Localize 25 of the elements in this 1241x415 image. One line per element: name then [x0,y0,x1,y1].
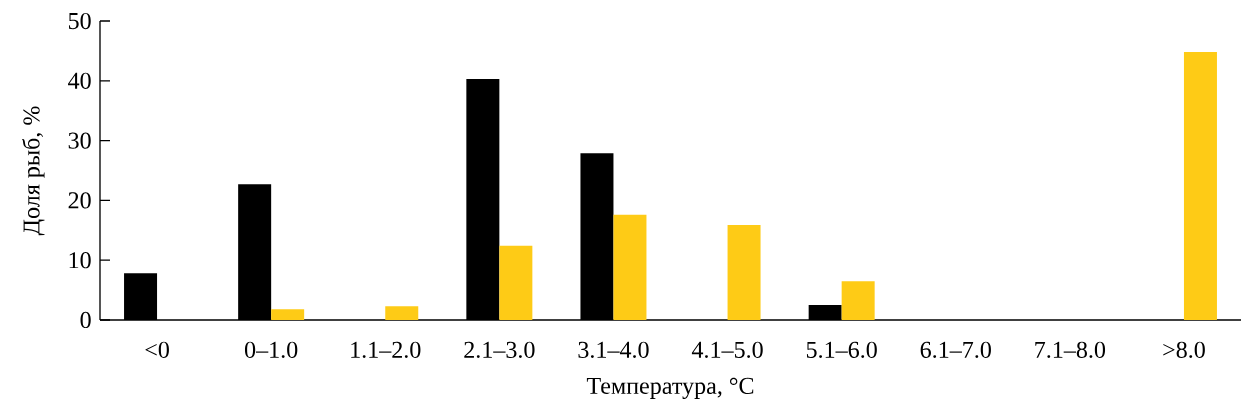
x-tick-label: 4.1–5.0 [691,341,763,359]
x-tick-label: 7.1–8.0 [1035,341,1106,359]
x-tick-label: 3.1–4.0 [578,341,649,359]
x-tick-label: 6.1–7.0 [920,341,991,359]
x-axis-title: Температура, °C [586,377,754,399]
y-axis-title: Доля рыб, % [22,106,45,236]
y-tick-label: 20 [68,192,91,209]
x-tick-label: 0–1.0 [244,341,298,359]
bar [613,214,647,320]
y-tick-label: 0 [80,311,91,329]
x-tick-label: <0 [145,341,169,358]
bar [385,306,419,320]
y-tick-label: 50 [68,12,91,30]
x-tick-label: 2.1–3.0 [464,341,535,359]
bar [727,224,761,320]
x-tick-label: >8.0 [1163,341,1205,359]
bar [499,245,533,320]
y-tick-label: 40 [68,72,91,89]
bar [1183,52,1217,320]
y-tick-label: 10 [69,252,91,269]
x-tick-label: 1.1–2.0 [351,341,421,359]
bar [271,309,305,320]
x-tick-label: 5.1–6.0 [806,341,877,359]
y-tick-label: 30 [68,132,91,149]
bar [841,281,875,320]
